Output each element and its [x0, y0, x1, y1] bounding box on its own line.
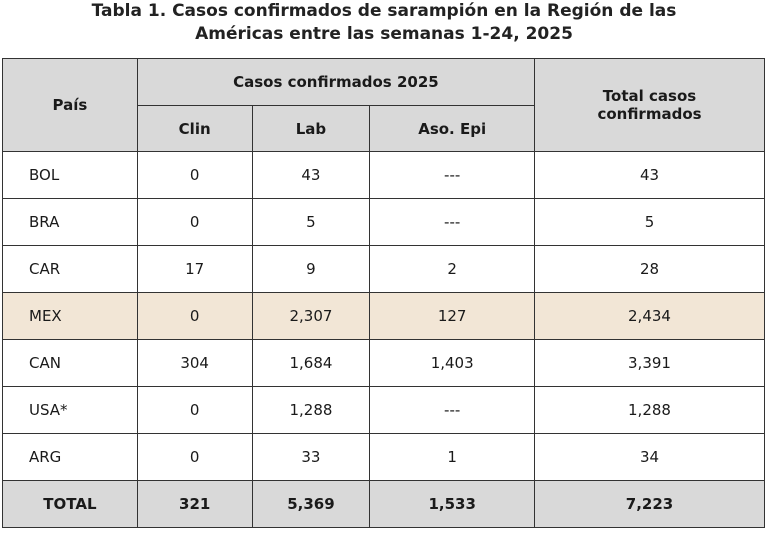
cell-lab: 33	[251, 433, 371, 481]
header-country: País	[2, 58, 138, 152]
total-aso: 1,533	[369, 480, 535, 528]
cell-country: BOL	[2, 151, 138, 199]
cell-lab: 1,684	[251, 339, 371, 387]
cell-country: CAR	[2, 245, 138, 293]
cell-clin: 0	[136, 433, 253, 481]
cell-aso-epi: 127	[369, 292, 535, 340]
cell-aso-epi: 1,403	[369, 339, 535, 387]
cell-clin: 0	[136, 151, 253, 199]
table-row: ARG 0 33 1 34	[2, 433, 765, 481]
total-total: 7,223	[534, 480, 765, 528]
cell-lab: 9	[251, 245, 371, 293]
cell-country: MEX	[2, 292, 138, 340]
cell-country: CAN	[2, 339, 138, 387]
cell-lab: 5	[251, 198, 371, 246]
table-body: BOL 0 43 --- 43 BRA 0 5 --- 5 CAR 17 9 2 28 MEX 0 2,307 12…	[2, 151, 765, 481]
header-confirmed-2025: Casos confirmados 2025	[136, 58, 536, 106]
cell-total: 2,434	[534, 292, 765, 340]
cell-country: USA*	[2, 386, 138, 434]
cell-total: 1,288	[534, 386, 765, 434]
cell-total: 34	[534, 433, 765, 481]
cell-clin: 304	[136, 339, 253, 387]
cell-total: 5	[534, 198, 765, 246]
table-title: Tabla 1. Casos confirmados de sarampión …	[0, 0, 768, 50]
table-row: CAR 17 9 2 28	[2, 245, 765, 293]
cell-clin: 0	[136, 292, 253, 340]
cell-clin: 0	[136, 386, 253, 434]
title-line-1: Tabla 1. Casos confirmados de sarampión …	[91, 1, 677, 21]
cell-total: 28	[534, 245, 765, 293]
cell-aso-epi: ---	[369, 386, 535, 434]
measles-cases-table: País Casos confirmados 2025 Total casos …	[2, 58, 765, 528]
total-lab: 5,369	[251, 480, 371, 528]
title-line-2: Américas entre las semanas 1-24, 2025	[195, 24, 573, 44]
cell-clin: 0	[136, 198, 253, 246]
cell-aso-epi: 2	[369, 245, 535, 293]
cell-lab: 1,288	[251, 386, 371, 434]
header-total: Total casos confirmados	[534, 58, 765, 152]
cell-aso-epi: 1	[369, 433, 535, 481]
cell-aso-epi: ---	[369, 151, 535, 199]
header-clin: Clin	[136, 105, 253, 152]
table-row: USA* 0 1,288 --- 1,288	[2, 386, 765, 434]
table-row: BRA 0 5 --- 5	[2, 198, 765, 246]
header-aso-epi: Aso. Epi	[369, 105, 535, 152]
cell-total: 3,391	[534, 339, 765, 387]
total-row: TOTAL 321 5,369 1,533 7,223	[2, 480, 765, 528]
header-lab: Lab	[251, 105, 371, 152]
cell-country: ARG	[2, 433, 138, 481]
cell-clin: 17	[136, 245, 253, 293]
table-row: BOL 0 43 --- 43	[2, 151, 765, 199]
table-row: MEX 0 2,307 127 2,434	[2, 292, 765, 340]
total-label: TOTAL	[2, 480, 138, 528]
cell-total: 43	[534, 151, 765, 199]
cell-country: BRA	[2, 198, 138, 246]
total-clin: 321	[136, 480, 253, 528]
table-row: CAN 304 1,684 1,403 3,391	[2, 339, 765, 387]
cell-lab: 43	[251, 151, 371, 199]
cell-aso-epi: ---	[369, 198, 535, 246]
cell-lab: 2,307	[251, 292, 371, 340]
